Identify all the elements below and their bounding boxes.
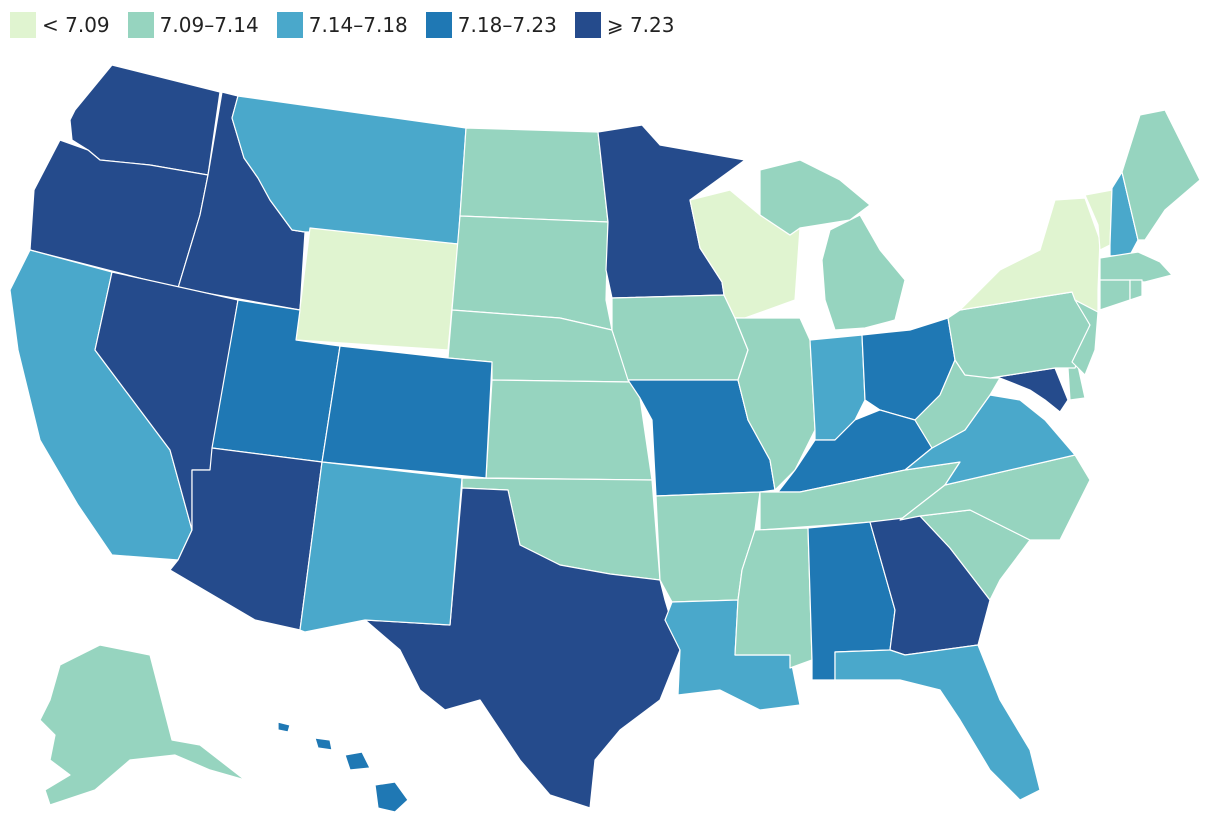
state-az[interactable] bbox=[169, 447, 323, 631]
legend-item-2: 7.14–7.18 bbox=[276, 12, 408, 38]
state-il[interactable] bbox=[734, 317, 816, 491]
legend-swatch bbox=[574, 12, 601, 38]
legend-label: ⩾ 7.23 bbox=[606, 13, 675, 37]
state-ma[interactable] bbox=[1099, 251, 1173, 283]
legend-swatch bbox=[425, 12, 452, 38]
state-ks[interactable] bbox=[485, 379, 653, 481]
state-nd[interactable] bbox=[459, 127, 609, 223]
legend-label: 7.18–7.23 bbox=[457, 13, 557, 37]
legend-item-0: < 7.09 bbox=[10, 12, 110, 38]
state-co[interactable] bbox=[321, 345, 493, 479]
legend-label: 7.14–7.18 bbox=[308, 13, 408, 37]
state-ia[interactable] bbox=[611, 294, 749, 381]
state-nm[interactable] bbox=[299, 461, 463, 633]
state-ri[interactable] bbox=[1129, 279, 1143, 301]
state-mi[interactable] bbox=[759, 159, 906, 331]
state-me[interactable] bbox=[1121, 109, 1201, 241]
state-tx[interactable] bbox=[364, 487, 681, 809]
state-ny[interactable] bbox=[959, 197, 1101, 313]
legend-label: < 7.09 bbox=[42, 13, 110, 37]
legend-item-3: 7.18–7.23 bbox=[425, 12, 557, 38]
legend: < 7.09 7.09–7.14 7.14–7.18 7.18–7.23 ⩾ 7… bbox=[10, 12, 693, 38]
state-wi[interactable] bbox=[689, 189, 801, 319]
state-ct[interactable] bbox=[1099, 279, 1131, 311]
state-hi[interactable] bbox=[277, 721, 409, 813]
legend-item-1: 7.09–7.14 bbox=[127, 12, 259, 38]
state-md[interactable] bbox=[989, 367, 1069, 413]
legend-item-4: ⩾ 7.23 bbox=[574, 12, 675, 38]
legend-label: 7.09–7.14 bbox=[159, 13, 259, 37]
state-wy[interactable] bbox=[295, 227, 459, 351]
state-ak[interactable] bbox=[39, 644, 246, 806]
legend-swatch bbox=[127, 12, 154, 38]
legend-swatch bbox=[276, 12, 303, 38]
state-fl[interactable] bbox=[834, 644, 1041, 801]
legend-swatch bbox=[10, 12, 36, 38]
state-vt[interactable] bbox=[1084, 189, 1113, 251]
